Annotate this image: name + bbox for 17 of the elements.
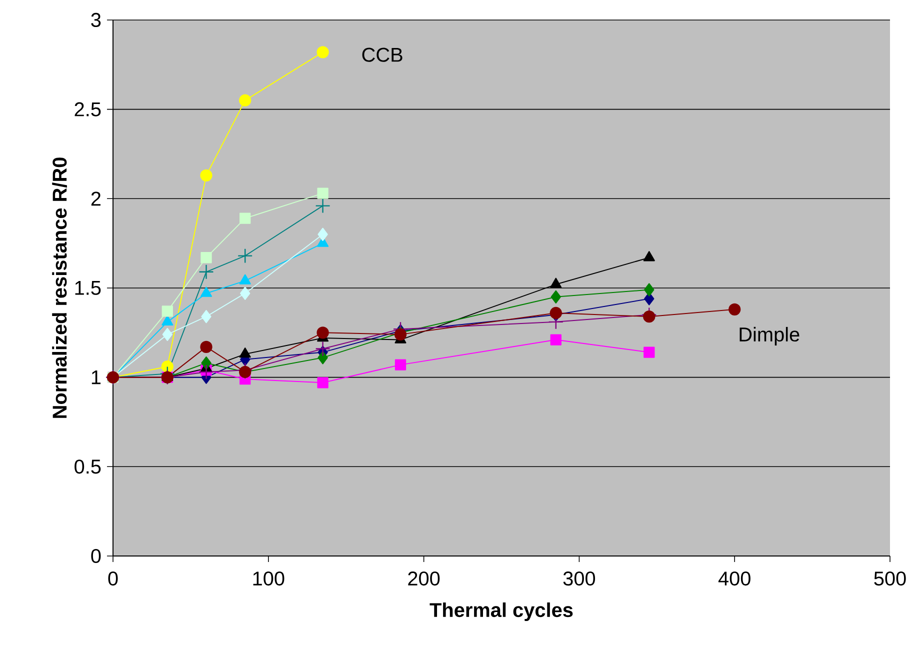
y-tick-label: 1.5 — [75, 281, 101, 295]
annotation: Dimple — [740, 326, 800, 346]
x-axis-title: Thermal cycles — [430, 602, 573, 622]
y-tick-label: 0.5 — [74, 460, 101, 474]
annotation: CCB — [362, 48, 402, 62]
y-tick-label: 3 — [91, 12, 101, 28]
x-tick-label: 0 — [108, 572, 118, 586]
x-tick-label: 200 — [408, 572, 440, 586]
y-axis-title: Normalized resistance R/R0 — [52, 158, 67, 418]
y-tick-label: 2.5 — [74, 102, 101, 116]
y-tick-label: 2 — [91, 192, 100, 206]
x-tick-label: 300 — [563, 572, 596, 586]
y-tick-label: 0 — [91, 548, 101, 564]
x-tick-label: 500 — [874, 572, 906, 586]
y-tick-label: 1 — [92, 370, 101, 384]
x-tick-label: 100 — [253, 572, 284, 586]
x-tick-label: 400 — [718, 572, 750, 586]
